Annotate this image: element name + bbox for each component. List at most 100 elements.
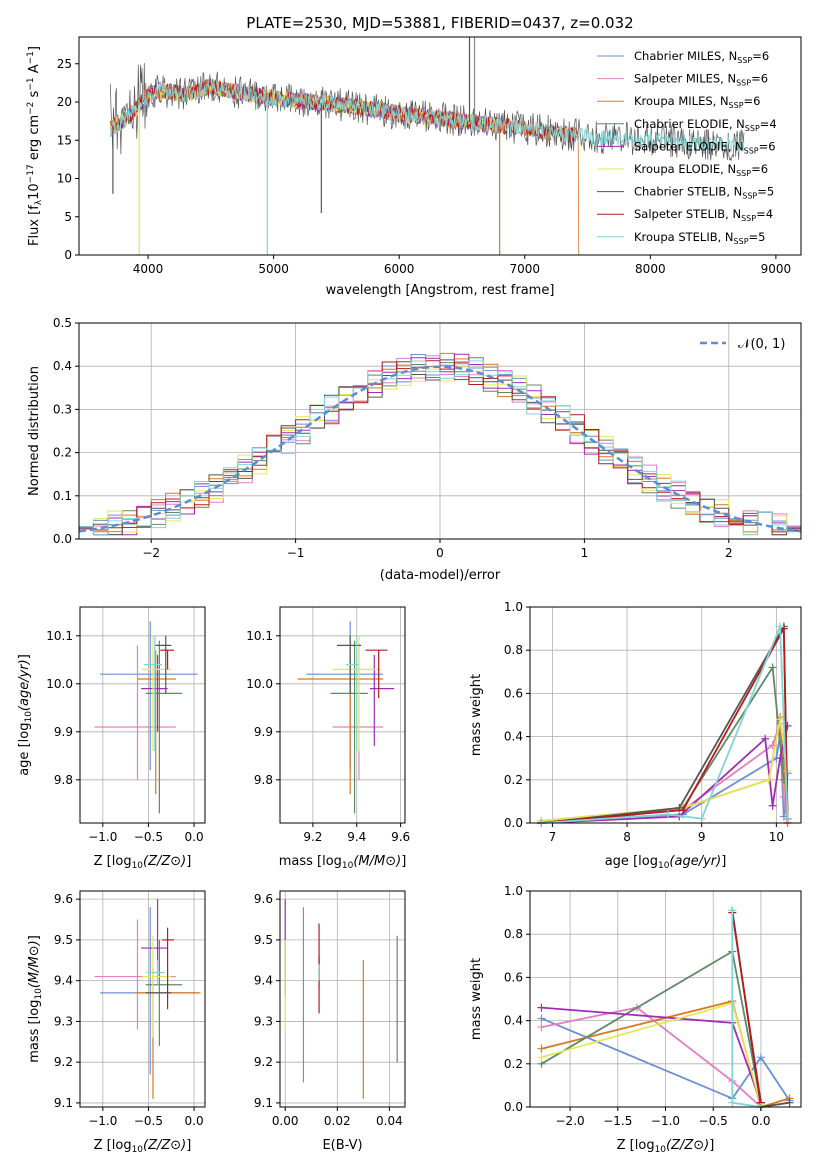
- mass-vs-ebv-x-ticks: 0.00 0.02 0.04: [272, 1107, 403, 1128]
- y-tick-label: 0.6: [504, 686, 523, 700]
- mass-vs-ebv-grid: [280, 891, 405, 1107]
- age-vs-z-frame: [79, 606, 206, 824]
- y-tick-label: 9.3: [54, 1014, 73, 1028]
- y-tick-label: 0.8: [504, 927, 523, 941]
- weight-vs-age-y-ticks: 0.0 0.2 0.4 0.6 0.8 1.0: [504, 600, 530, 830]
- mass-vs-ebv-frame: [279, 890, 406, 1108]
- x-tick-label: 9000: [761, 262, 792, 276]
- residuals-y-label: Normed distribution: [27, 366, 42, 496]
- y-tick-label: 0.0: [504, 816, 523, 830]
- weight-point-marker: [537, 1053, 546, 1062]
- age-vs-mass-x-ticks: 9.2 9.4 9.6: [303, 823, 410, 844]
- x-tick-label: 0.0: [185, 1114, 204, 1128]
- y-tick-label: 0.6: [504, 970, 523, 984]
- age-vs-mass-y-ticks: 9.8 9.9 10.0 10.1: [246, 629, 280, 787]
- residual-histogram: [79, 360, 801, 536]
- normal-model-legend-label: 𝒩(0, 1): [738, 337, 785, 352]
- spectrum-series-line: [110, 81, 745, 154]
- x-tick-label: −1.0: [651, 1114, 680, 1128]
- age-vs-z-x-label: Z [log10(Z/Z⊙)]: [94, 854, 192, 871]
- x-tick-label: 0.04: [376, 1114, 403, 1128]
- y-tick-label: 0.2: [504, 773, 523, 787]
- legend-entry: Chabrier ELODIE, NSSP=4: [634, 117, 777, 133]
- y-tick-label: 0: [64, 248, 72, 262]
- residuals-legend: 𝒩(0, 1): [700, 337, 785, 352]
- x-tick-label: −2: [142, 546, 160, 560]
- y-tick-label: 9.8: [54, 773, 73, 787]
- weight-point-marker: [776, 754, 785, 763]
- legend-entry: Kroupa MILES, NSSP=6: [634, 94, 760, 110]
- weight-point-marker: [768, 663, 777, 672]
- x-tick-label: −2.0: [556, 1114, 585, 1128]
- residuals-x-ticks: −2 −1 0 1 2: [142, 539, 733, 560]
- y-tick-label: 0.4: [504, 730, 523, 744]
- spectrum-x-ticks: 4000 5000 6000 7000 8000 9000: [133, 255, 791, 276]
- y-tick-label: 0.1: [53, 489, 72, 503]
- y-tick-label: 0.4: [504, 1014, 523, 1028]
- x-tick-label: 9.4: [347, 830, 366, 844]
- y-tick-label: 10.0: [246, 677, 273, 691]
- spectrum-legend: Chabrier MILES, NSSP=6 Salpeter MILES, NS…: [597, 49, 777, 246]
- mass-vs-z-x-ticks: −1.0 −0.5 0.0: [88, 1107, 204, 1128]
- x-tick-label: 2: [725, 546, 733, 560]
- spectrum-y-label: Flux [fλ10−17 erg cm−2 s−1 A−1]: [26, 46, 44, 246]
- weight-point-marker: [756, 1053, 765, 1062]
- weight-vs-z-x-ticks: −2.0 −1.5 −1.0 −0.5 0.0: [556, 1107, 770, 1128]
- y-tick-label: 9.4: [254, 974, 273, 988]
- x-tick-label: 9.2: [303, 830, 322, 844]
- normal-model-curve: [78, 365, 802, 533]
- x-tick-label: 0.00: [272, 1114, 299, 1128]
- x-tick-label: −1.0: [88, 1114, 117, 1128]
- age-vs-z-grid: [80, 607, 205, 823]
- weight-point-marker: [664, 810, 673, 819]
- age-vs-z-y-label: age [log10(age/yr)]: [17, 654, 34, 776]
- legend-entry: Salpeter MILES, NSSP=6: [634, 72, 768, 88]
- x-tick-label: 4000: [133, 262, 164, 276]
- legend-entry: Kroupa ELODIE, NSSP=6: [634, 162, 768, 178]
- mass-vs-ebv-panel: 0.00 0.02 0.04 9.1 9.2 9.3 9.4 9.5 9.6 E(B-V): [254, 890, 406, 1153]
- y-tick-label: 0.2: [53, 446, 72, 460]
- x-tick-label: 0.0: [185, 830, 204, 844]
- x-tick-label: −1.5: [603, 1114, 632, 1128]
- residual-histogram: [79, 360, 801, 533]
- mass-vs-ebv-marks: [284, 899, 398, 1099]
- y-tick-label: 9.2: [254, 1055, 273, 1069]
- y-tick-label: 10: [57, 172, 72, 186]
- legend-entry: Chabrier STELIB, NSSP=5: [634, 185, 774, 201]
- y-tick-label: 0.3: [53, 402, 72, 416]
- weight-point-marker: [537, 1003, 546, 1012]
- weight-vs-age-x-ticks: 7 8 9 10: [549, 823, 784, 844]
- y-tick-label: 0.0: [504, 1100, 523, 1114]
- x-tick-label: 0.02: [324, 1114, 351, 1128]
- weight-point-marker: [537, 1044, 546, 1053]
- x-tick-label: −1.0: [88, 830, 117, 844]
- weight-point-marker: [761, 734, 770, 743]
- y-tick-label: 10.1: [246, 629, 273, 643]
- residuals-histograms: [79, 352, 801, 536]
- weight-point-marker: [537, 1014, 546, 1023]
- y-tick-label: 9.1: [54, 1096, 73, 1110]
- weight-point-marker: [768, 801, 777, 810]
- weight-vs-z-marks: [537, 906, 794, 1111]
- x-tick-label: 10: [769, 830, 784, 844]
- weight-vs-z-panel: −2.0 −1.5 −1.0 −0.5 0.0 0.0 0.2 0.4 0.6 0.8 1.0 Z […: [469, 884, 802, 1155]
- x-tick-label: 6000: [384, 262, 415, 276]
- mass-vs-z-marks: [94, 899, 201, 1099]
- weight-vs-age-frame: [529, 606, 802, 824]
- weight-series-line: [541, 1017, 791, 1101]
- weight-point-marker: [783, 814, 792, 823]
- age-vs-mass-frame: [279, 606, 406, 824]
- mass-vs-z-panel: −1.0 −0.5 0.0 9.1 9.2 9.3 9.4 9.5 9.6 Z [log10(Z/…: [27, 890, 206, 1155]
- y-tick-label: 15: [57, 133, 72, 147]
- y-tick-label: 0.8: [504, 643, 523, 657]
- y-tick-label: 0.2: [504, 1057, 523, 1071]
- age-vs-z-marks: [94, 621, 198, 814]
- mass-vs-ebv-y-ticks: 9.1 9.2 9.3 9.4 9.5 9.6: [254, 892, 280, 1110]
- weight-vs-age-y-label: mass weight: [469, 674, 484, 756]
- y-tick-label: 9.3: [254, 1014, 273, 1028]
- x-tick-label: −0.5: [699, 1114, 728, 1128]
- y-tick-label: 10.0: [46, 677, 73, 691]
- weight-point-marker: [776, 622, 785, 631]
- spectrum-lines: [110, 37, 745, 256]
